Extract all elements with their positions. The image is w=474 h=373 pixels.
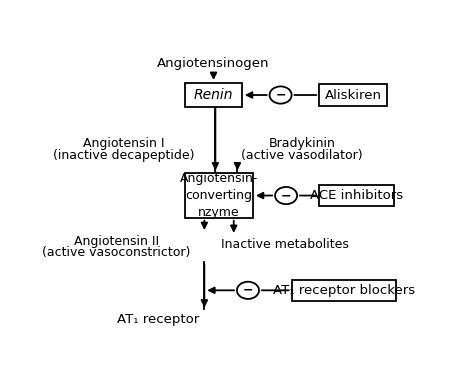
- FancyBboxPatch shape: [319, 84, 387, 106]
- Text: Angiotensin I: Angiotensin I: [83, 137, 164, 150]
- Text: Angiotensin II: Angiotensin II: [73, 235, 159, 248]
- Text: Bradykinin: Bradykinin: [268, 137, 335, 150]
- Text: (inactive decapeptide): (inactive decapeptide): [53, 149, 194, 162]
- Text: Angiotensinogen: Angiotensinogen: [157, 57, 270, 70]
- FancyBboxPatch shape: [185, 173, 253, 218]
- Text: −: −: [275, 88, 286, 101]
- Text: Aliskiren: Aliskiren: [325, 88, 382, 101]
- Text: (active vasoconstrictor): (active vasoconstrictor): [42, 247, 191, 260]
- Text: (active vasodilator): (active vasodilator): [241, 149, 363, 162]
- Circle shape: [275, 187, 297, 204]
- Text: AT₁ receptor: AT₁ receptor: [117, 313, 200, 326]
- FancyBboxPatch shape: [185, 83, 242, 107]
- Text: AT₁ receptor blockers: AT₁ receptor blockers: [273, 284, 415, 297]
- FancyBboxPatch shape: [319, 185, 394, 206]
- Text: Inactive metabolites: Inactive metabolites: [221, 238, 349, 251]
- Text: Renin: Renin: [194, 88, 233, 102]
- Circle shape: [237, 282, 259, 299]
- Text: Angiotensin-
converting
nzyme: Angiotensin- converting nzyme: [180, 172, 258, 219]
- Text: ACE inhibitors: ACE inhibitors: [310, 189, 403, 202]
- Text: −: −: [243, 284, 253, 297]
- FancyBboxPatch shape: [292, 279, 396, 301]
- Circle shape: [270, 87, 292, 104]
- Text: −: −: [281, 189, 292, 202]
